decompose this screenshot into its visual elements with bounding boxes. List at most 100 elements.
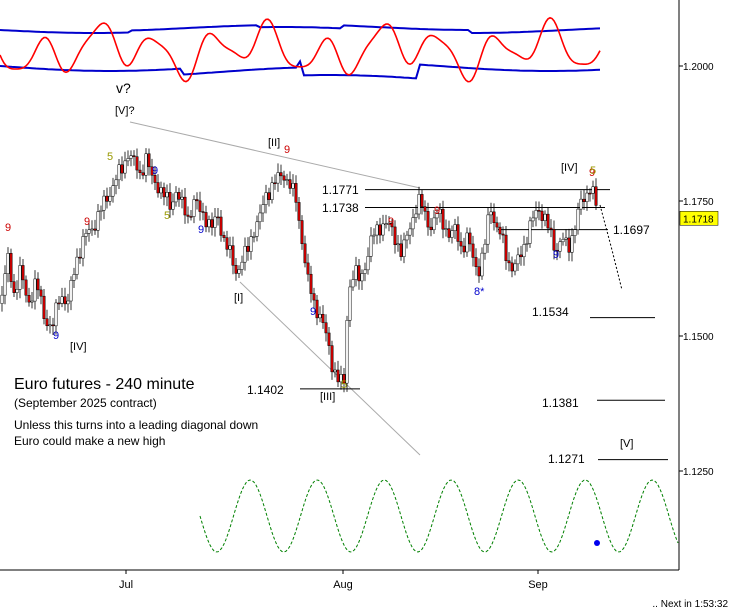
candle-down (204, 212, 208, 228)
wave-label: v? (116, 80, 131, 96)
candle-up (75, 256, 79, 275)
candle-down (441, 208, 445, 230)
candle-down (135, 156, 139, 171)
cycle-marker-dot (594, 540, 600, 546)
candle-up (585, 192, 589, 202)
candle-down (120, 164, 124, 174)
candle-down (507, 260, 511, 264)
candle-down (303, 243, 307, 264)
candle-down (357, 265, 361, 282)
candle-down (567, 237, 571, 253)
candle-up (240, 261, 244, 270)
candle-down (156, 182, 160, 194)
candle-down (594, 186, 598, 206)
candle-down (336, 369, 340, 383)
candle-down (288, 179, 292, 189)
candle-down (201, 211, 205, 213)
candle-up (192, 199, 196, 217)
candle-up (54, 302, 58, 327)
candle-up (465, 232, 469, 253)
candle-up (411, 217, 415, 230)
count-label-red: 9 (84, 216, 90, 228)
candle-up (66, 300, 70, 305)
candle-down (78, 256, 82, 259)
candle-up (534, 210, 538, 219)
candle-down (504, 234, 508, 261)
candle-up (450, 230, 454, 238)
level-1-1534-label: 1.1534 (532, 305, 569, 319)
candle-up (405, 234, 409, 241)
candle-down (225, 237, 229, 250)
candle-down (492, 211, 496, 224)
candle-down (273, 182, 277, 185)
candle-up (414, 213, 418, 218)
candle-down (546, 213, 550, 229)
count-label-olive: 5 (590, 165, 596, 177)
candle-down (399, 243, 403, 257)
candle-down (315, 299, 319, 319)
candle-up (15, 289, 19, 293)
candle-up (99, 209, 103, 212)
candle-down (24, 279, 28, 296)
candle-down (327, 332, 331, 346)
candle-up (561, 239, 565, 243)
countdown-label: Next in 1:53:32 (660, 599, 728, 610)
candle-up (111, 185, 115, 197)
upper-band (0, 24, 601, 34)
candle-down (552, 229, 556, 251)
candle-up (453, 224, 457, 231)
candle-up (489, 211, 493, 216)
candle-down (447, 228, 451, 238)
x-tick-label: Jul (119, 579, 133, 591)
candle-down (519, 254, 523, 258)
candle-up (333, 369, 337, 373)
candle-down (231, 245, 235, 266)
candle-up (351, 279, 355, 288)
candle-up (249, 236, 253, 252)
candle-up (258, 212, 262, 223)
candle-up (579, 198, 583, 210)
candle-up (117, 164, 121, 181)
countdown-text: .. Next in 1:53:32 (652, 599, 728, 610)
axes: 1.2000 1.1750 1.1500 1.1250 Jul Aug Sep 1.1718 (0, 0, 719, 591)
projection-dotted-line (599, 204, 623, 291)
candle-up (237, 269, 241, 274)
candle-down (474, 257, 478, 267)
level-1-1402-label: 1.1402 (247, 383, 284, 397)
candle-up (576, 208, 580, 230)
level-1-1738-label: 1.1738 (322, 201, 359, 215)
candle-up (438, 208, 442, 214)
candle-up (144, 153, 148, 176)
candle-down (105, 195, 109, 202)
countdown-dots: .. (652, 599, 661, 610)
trendlines (129, 121, 421, 456)
candle-down (423, 206, 427, 212)
candle-up (0, 294, 4, 304)
candle-down (12, 281, 16, 293)
candle-down (279, 172, 283, 177)
candle-up (60, 296, 64, 304)
candle-up (435, 213, 439, 219)
candle-up (165, 192, 169, 198)
count-label-red: 9 (284, 144, 290, 156)
count-label-olive: 5 (341, 379, 347, 391)
candle-up (366, 256, 370, 271)
candle-down (429, 226, 433, 231)
wave-labels: v? [V]? [IV] [II] [I] [III] [IV] [V] 8* 9 9 9 9 9 9 9 9 9… (5, 80, 633, 450)
candle-down (456, 224, 460, 242)
candle-down (495, 222, 499, 228)
candle-up (123, 160, 127, 174)
candle-up (402, 239, 406, 257)
candle-up (384, 223, 388, 226)
y-tick-label: 1.1500 (683, 332, 714, 343)
candle-up (207, 219, 211, 228)
candle-up (387, 222, 391, 225)
candle-down (246, 245, 250, 252)
wave-label: [V] (620, 438, 633, 450)
candle-down (471, 243, 475, 258)
candle-down (93, 228, 97, 231)
candle-down (198, 200, 202, 212)
candle-down (498, 226, 502, 235)
candle-up (84, 233, 88, 237)
